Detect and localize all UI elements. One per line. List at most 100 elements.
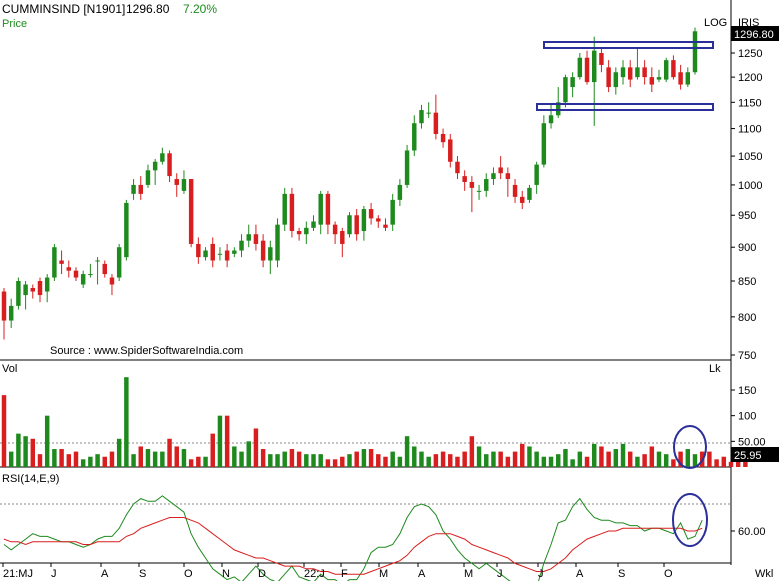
support-box	[536, 103, 714, 111]
volume-bar	[109, 451, 115, 467]
candle-body	[404, 150, 410, 185]
volume-y-tick-label: 100	[738, 411, 756, 423]
candle-body	[145, 170, 151, 185]
candle-body	[275, 224, 280, 261]
price-y-tick-label: 1150	[738, 97, 762, 109]
volume-bar	[116, 438, 122, 467]
candle-body	[534, 164, 539, 185]
volume-bar	[412, 446, 417, 467]
volume-bar	[361, 449, 367, 467]
volume-bar	[66, 454, 72, 467]
candle-body	[419, 110, 424, 124]
volume-bar	[160, 451, 165, 467]
volume-bar	[340, 456, 345, 467]
volume-bar	[527, 446, 532, 467]
candle-body	[563, 77, 568, 103]
volume-series	[1, 377, 748, 467]
volume-bar	[390, 451, 395, 467]
candle-body	[692, 31, 698, 73]
candle-body	[109, 277, 115, 285]
price-y-tick-label: 950	[738, 210, 756, 222]
candle-body	[8, 305, 14, 321]
volume-bar	[570, 459, 575, 467]
volume-bar	[534, 451, 539, 467]
candle-body	[88, 274, 93, 276]
x-tick-label: M	[464, 568, 473, 580]
volume-bar	[505, 456, 511, 467]
volume-bar	[577, 451, 583, 467]
x-tick-label: A	[576, 568, 584, 580]
candle-body	[196, 243, 201, 258]
candle-body	[484, 179, 489, 191]
volume-bar	[95, 454, 100, 467]
candle-body	[37, 281, 43, 296]
candle-body	[73, 270, 79, 278]
candle-body	[361, 209, 367, 232]
candle-body	[260, 240, 266, 261]
volume-bar	[152, 451, 158, 467]
rsi-pane-label: RSI(14,E,9)	[2, 473, 59, 485]
price-y-tick-label: 1050	[738, 151, 762, 163]
x-tick-label: M	[379, 568, 388, 580]
volume-bar	[678, 451, 683, 467]
candle-body	[203, 250, 208, 258]
candle-body	[232, 250, 237, 254]
x-axis-ticks: 21:MJ J A S O N D 22:J F M A M J J A S O Wkl	[2, 563, 773, 580]
source-note: Source : www.SpiderSoftwareIndia.com	[50, 345, 243, 357]
volume-bar	[376, 454, 381, 467]
volume-bar	[30, 438, 36, 467]
volume-bar	[138, 446, 143, 467]
price-y-tick-label: 750	[738, 350, 756, 362]
last-volume-badge	[731, 447, 779, 462]
candle-body	[613, 72, 619, 88]
volume-bar	[239, 451, 244, 467]
candle-body	[340, 231, 345, 244]
candle-body	[325, 193, 331, 225]
candle-body	[584, 57, 590, 83]
volume-y-tick-label: 150	[738, 385, 756, 397]
candlestick-series	[1, 27, 698, 340]
candle-body	[570, 77, 575, 88]
volume-bar	[282, 451, 287, 467]
candle-body	[66, 267, 72, 271]
volume-bar	[23, 436, 28, 467]
x-tick-label: N	[222, 568, 230, 580]
candle-body	[174, 179, 179, 185]
rsi-y-tick-label: 60.00	[738, 526, 766, 538]
volume-bar	[635, 456, 640, 467]
candle-body	[347, 215, 352, 235]
volume-bar	[80, 459, 86, 467]
volume-bar	[649, 446, 655, 467]
volume-bar	[498, 451, 503, 467]
log-scale-label: LOG	[704, 17, 727, 29]
candle-body	[642, 67, 647, 78]
candle-body	[512, 184, 518, 197]
resistance-box	[543, 41, 714, 49]
candle-body	[296, 231, 302, 235]
volume-bar	[217, 415, 223, 467]
volume-bar	[627, 451, 633, 467]
candle-body	[577, 57, 583, 78]
volume-highlight-circle	[673, 425, 707, 469]
price-y-tick-label: 900	[738, 242, 756, 254]
volume-bar	[52, 449, 57, 467]
candle-body	[541, 123, 547, 165]
volume-bar	[397, 456, 403, 467]
candle-body	[620, 67, 626, 78]
volume-pane-label: Vol	[2, 363, 17, 375]
volume-bar	[73, 451, 79, 467]
volume-bar	[383, 456, 388, 467]
volume-bar	[728, 461, 734, 467]
candle-body	[95, 260, 100, 262]
volume-bar	[426, 456, 431, 467]
volume-bar	[491, 451, 496, 467]
volume-bar	[541, 456, 547, 467]
volume-bar	[606, 451, 611, 467]
volume-bar	[275, 454, 280, 467]
candle-body	[491, 173, 496, 180]
volume-bar	[253, 428, 259, 467]
x-tick-label: O	[184, 568, 193, 580]
candle-body	[433, 112, 439, 134]
candle-body	[656, 77, 662, 80]
x-tick-label: S	[139, 568, 146, 580]
